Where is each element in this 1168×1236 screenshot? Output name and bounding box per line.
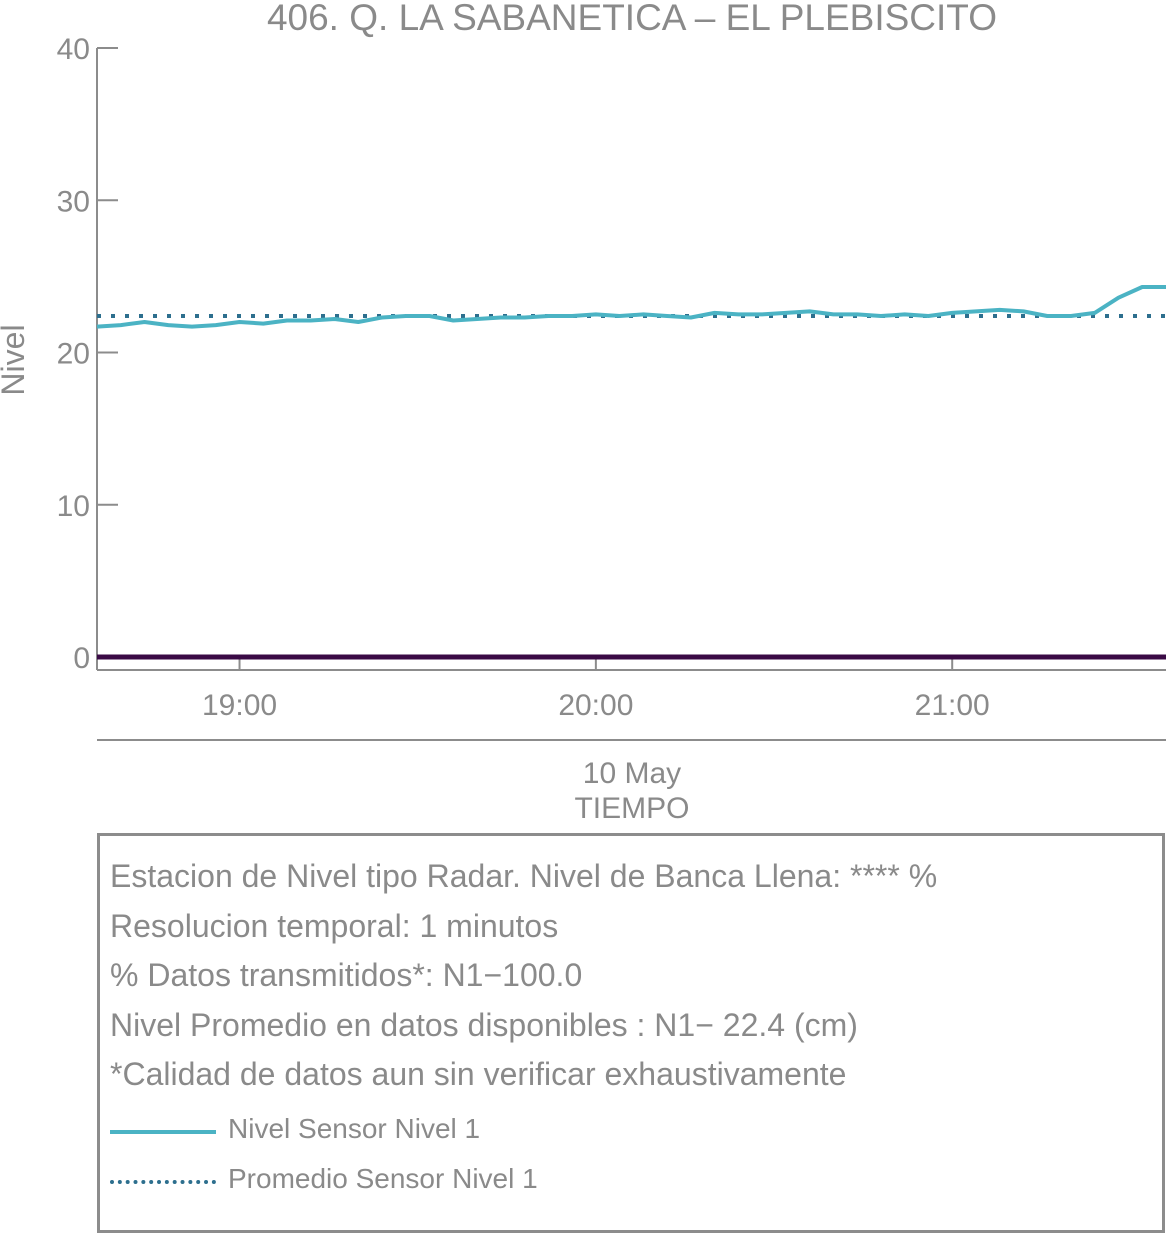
legend-swatch-level [110, 1130, 216, 1134]
x-tick-label: 19:00 [202, 689, 277, 722]
x-tick-label: 20:00 [558, 689, 633, 722]
chart-title: 406. Q. LA SABANETICA – EL PLEBISCITO [267, 0, 997, 38]
y-tick-label: 30 [57, 185, 90, 218]
info-average: Nivel Promedio en datos disponibles : N1… [110, 1007, 858, 1043]
info-station-type: Estacion de Nivel tipo Radar. Nivel de B… [110, 858, 938, 894]
info-transmitted: % Datos transmitidos*: N1−100.0 [110, 957, 583, 993]
legend-item-average: Promedio Sensor Nivel 1 [110, 1161, 810, 1201]
info-box: Estacion de Nivel tipo Radar. Nivel de B… [97, 833, 1165, 1233]
y-tick-label: 40 [57, 33, 90, 66]
info-quality-note: *Calidad de datos aun sin verificar exha… [110, 1056, 847, 1092]
y-axis: 0 10 20 30 40 [57, 33, 118, 675]
legend-item-level: Nivel Sensor Nivel 1 [110, 1111, 810, 1151]
legend-label-level: Nivel Sensor Nivel 1 [228, 1113, 481, 1144]
series-layer [96, 285, 1166, 660]
y-tick-label: 0 [73, 642, 90, 675]
level-chart: 406. Q. LA SABANETICA – EL PLEBISCITO Ni… [0, 0, 1166, 825]
date-label: 10 May [583, 757, 681, 790]
x-tick-label: 21:00 [915, 689, 990, 722]
y-axis-label: Nivel [0, 324, 31, 395]
x-axis: 19:00 20:00 21:00 [97, 656, 1166, 722]
y-tick-label: 20 [57, 338, 90, 371]
info-resolution: Resolucion temporal: 1 minutos [110, 908, 559, 944]
y-tick-label: 10 [57, 490, 90, 523]
x-axis-label: TIEMPO [574, 792, 689, 825]
series-line-level [96, 285, 1166, 329]
legend-label-average: Promedio Sensor Nivel 1 [228, 1163, 538, 1194]
legend-swatch-average [110, 1180, 216, 1184]
